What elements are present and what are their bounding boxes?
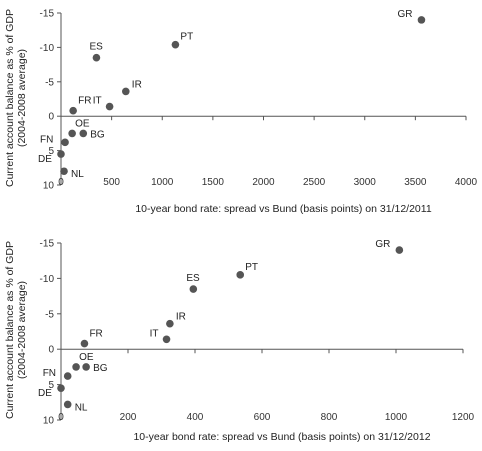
data-point-oe xyxy=(68,129,76,138)
point-label-it: IT xyxy=(93,96,102,107)
data-point-gr xyxy=(395,246,404,254)
data-point-fn xyxy=(61,138,69,147)
x-tick-label: 1500 xyxy=(202,177,225,188)
point-label-fr: FR xyxy=(89,329,102,340)
y-tick-label: 5 xyxy=(48,380,54,391)
point-label-pt: PT xyxy=(180,32,193,43)
x-tick-label: 1000 xyxy=(385,412,408,423)
point-label-ir: IR xyxy=(132,79,142,90)
y-tick-label: -10 xyxy=(40,43,55,54)
point-label-fn: FN xyxy=(43,368,56,379)
point-label-gr: GR xyxy=(375,239,390,250)
x-tick-label: 3000 xyxy=(354,177,377,188)
data-point-de xyxy=(57,150,65,158)
point-label-fn: FN xyxy=(40,134,53,145)
point-label-es: ES xyxy=(186,273,200,284)
data-point-bg xyxy=(79,129,88,138)
data-point-it xyxy=(162,335,171,344)
x-axis-label-1: 10-year bond rate: spread vs Bund (basis… xyxy=(135,203,431,215)
x-tick-label: 3500 xyxy=(404,177,427,188)
point-label-nl: NL xyxy=(75,402,88,413)
data-point-fr xyxy=(80,339,89,348)
point-label-gr: GR xyxy=(397,9,412,20)
y-axis-sublabel-2: (2004-2008 average) xyxy=(16,281,28,379)
y-axis-label-1: Current account balance as % of GDP xyxy=(4,9,16,187)
data-point-pt xyxy=(171,40,180,49)
x-tick-label: 0 xyxy=(58,177,64,188)
y-tick-label: 0 xyxy=(48,112,54,123)
data-point-de xyxy=(57,384,65,392)
point-label-de: DE xyxy=(38,388,52,399)
data-point-es xyxy=(92,53,101,62)
data-point-nl xyxy=(60,167,68,176)
point-label-fr: FR xyxy=(78,96,91,107)
data-point-oe xyxy=(72,363,80,371)
x-axis-label-2: 10-year bond rate: spread vs Bund (basis… xyxy=(133,431,430,443)
y-tick-label: -5 xyxy=(45,309,54,320)
x-tick-label: 800 xyxy=(321,412,338,423)
point-label-bg: BG xyxy=(93,363,108,374)
y-tick-label: 10 xyxy=(43,181,55,192)
point-label-oe: OE xyxy=(75,118,90,129)
y-tick-label: 0 xyxy=(48,345,54,356)
x-tick-label: 200 xyxy=(120,412,137,423)
y-axis-sublabel-1: (2004-2008 average) xyxy=(16,49,28,147)
point-label-pt: PT xyxy=(245,262,258,273)
y-tick-label: -15 xyxy=(40,239,55,250)
x-tick-label: 600 xyxy=(254,412,271,423)
y-tick-label: -15 xyxy=(40,9,55,20)
x-tick-label: 4000 xyxy=(455,177,478,188)
x-tick-label: 1200 xyxy=(452,412,475,423)
point-label-ir: IR xyxy=(176,312,186,323)
data-point-es xyxy=(189,285,198,293)
point-label-de: DE xyxy=(38,154,52,165)
data-point-nl xyxy=(63,400,72,409)
y-tick-label: 10 xyxy=(43,416,55,427)
x-tick-label: 2500 xyxy=(303,177,326,188)
x-tick-label: 500 xyxy=(103,177,120,188)
data-point-gr xyxy=(417,16,426,24)
data-point-pt xyxy=(236,271,245,279)
data-point-ir xyxy=(122,87,130,96)
y-tick-label: 5 xyxy=(48,146,54,157)
y-tick-label: -5 xyxy=(45,77,54,88)
x-tick-label: 1000 xyxy=(151,177,174,188)
point-label-nl: NL xyxy=(71,169,84,180)
y-tick-label: -10 xyxy=(40,274,55,285)
point-label-es: ES xyxy=(89,42,103,53)
point-label-bg: BG xyxy=(90,129,105,140)
data-point-it xyxy=(105,102,114,111)
data-point-fr xyxy=(69,106,77,115)
data-point-bg xyxy=(82,363,90,371)
x-tick-label: 400 xyxy=(187,412,204,423)
point-label-oe: OE xyxy=(79,352,94,363)
y-axis-label-2: Current account balance as % of GDP xyxy=(4,241,16,419)
data-point-fn xyxy=(63,372,72,380)
data-point-ir xyxy=(166,319,174,328)
x-tick-label: 2000 xyxy=(252,177,275,188)
x-tick-label: 0 xyxy=(58,412,64,423)
point-label-it: IT xyxy=(150,328,159,339)
